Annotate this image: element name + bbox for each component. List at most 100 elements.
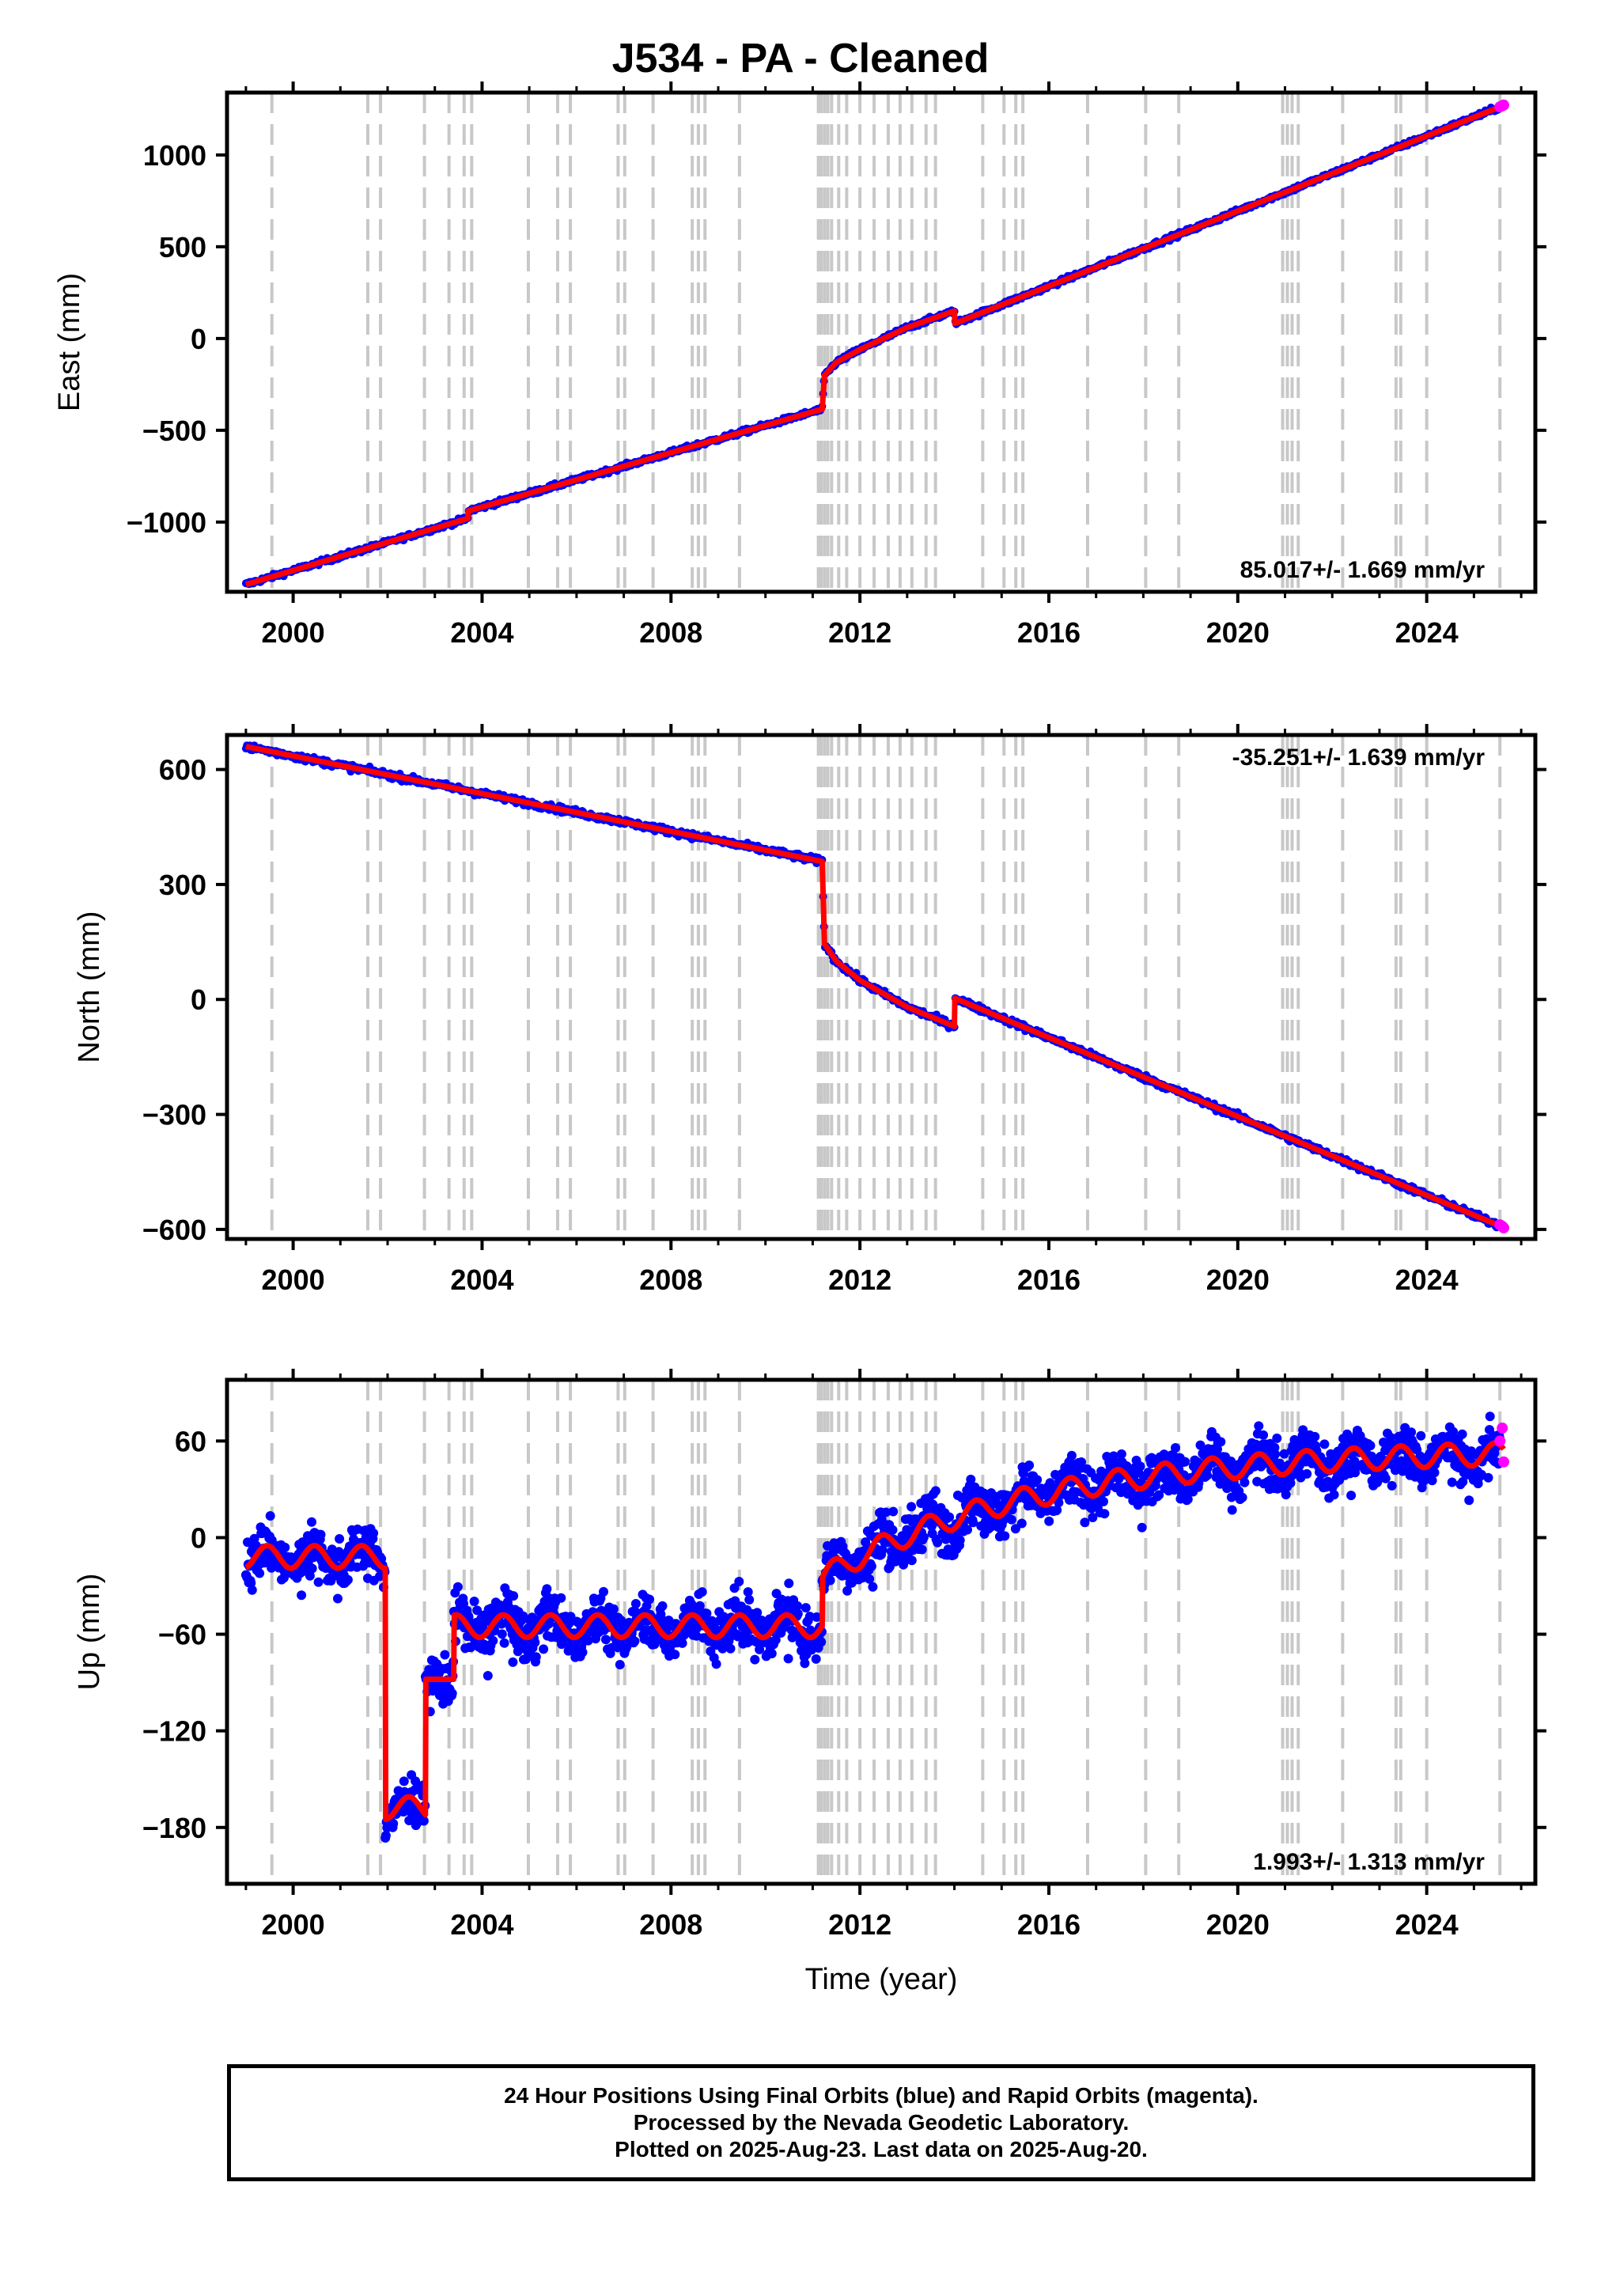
final-orbit-point [657,1601,668,1611]
final-orbit-point [1099,1496,1108,1506]
rate-label: 85.017+/- 1.669 mm/yr [1240,557,1486,583]
final-orbit-point [670,1650,680,1660]
final-orbit-point [1346,1491,1357,1501]
final-orbit-point [1000,1531,1010,1541]
final-orbit-point [1380,1473,1391,1483]
final-orbit-point [800,1658,810,1669]
final-orbit-point [307,1517,316,1527]
final-orbit-point [1024,1461,1035,1470]
final-orbit-point [866,1561,876,1571]
chart-title: J534 - PA - Cleaned [611,36,990,81]
final-orbit-point [766,1649,777,1658]
final-orbit-point [307,1563,317,1574]
final-orbit-point [825,1575,835,1586]
up-panel: 2000 2004 2008 2012 2016 2020 2024600−60−120−1… [73,1369,1546,1941]
final-orbit-point [452,1582,463,1592]
final-orbit-point [297,1590,307,1601]
y-tick-label: −600 [142,1214,206,1246]
final-orbit-point [369,1528,379,1538]
final-orbit-point [1066,1450,1077,1461]
final-orbit-point [483,1671,493,1680]
y-tick-label: −1000 [127,506,206,539]
final-orbit-point [265,1511,275,1521]
final-orbit-point [917,1544,927,1555]
y-axis-label: North (mm) [73,911,106,1063]
final-orbit-point [1032,1475,1043,1485]
final-orbit-point [630,1599,641,1608]
final-orbit-point [316,1529,326,1540]
final-orbit-point [1135,1461,1145,1472]
final-orbit-point [333,1593,343,1604]
final-orbit-point [1227,1505,1237,1515]
final-orbit-point [247,1585,257,1595]
y-axis-label: East (mm) [53,273,86,411]
final-orbit-point [811,1654,821,1664]
final-orbit-point [599,1586,608,1597]
x-tick-label: 2012 [828,616,891,649]
final-orbit-point [645,1594,655,1605]
final-orbit-point [888,1525,898,1535]
x-tick-label: 2024 [1395,616,1459,649]
final-orbit-point [725,1643,736,1654]
x-tick-label: 2004 [450,616,513,649]
final-orbit-point [335,1534,345,1544]
final-orbit-point [888,1506,899,1517]
final-orbit-point [508,1657,518,1667]
final-orbit-point [930,1486,941,1496]
final-orbit-point [906,1502,917,1512]
final-orbit-point [608,1604,619,1614]
final-orbit-point [1180,1457,1190,1467]
final-orbit-point [1237,1492,1247,1502]
y-tick-label: 300 [159,869,206,901]
final-orbit-point [1080,1517,1090,1528]
final-orbit-point [1006,1514,1016,1525]
y-tick-label: 600 [159,754,206,786]
y-tick-label: 0 [191,323,206,355]
x-tick-label: 2024 [1395,1264,1459,1296]
final-orbit-point [630,1636,640,1646]
final-orbit-point [399,1776,409,1786]
final-orbit-point [497,1629,507,1639]
final-orbit-point [1270,1449,1281,1460]
final-orbit-point [1100,1509,1110,1519]
final-orbit-point [677,1638,687,1648]
x-tick-label: 2020 [1206,1264,1270,1296]
final-orbit-point [1258,1430,1269,1440]
y-tick-label: −500 [142,415,206,447]
final-orbit-point [1254,1421,1264,1431]
final-orbit-point [1016,1518,1027,1529]
final-orbit-point [750,1654,760,1665]
final-orbit-point [255,1568,265,1578]
x-tick-label: 2020 [1206,616,1270,649]
final-orbit-point [556,1593,566,1603]
x-tick-label: 2000 [262,616,325,649]
final-orbit-point [944,1512,955,1522]
final-orbit-point [280,1542,290,1552]
final-orbit-point [1310,1431,1320,1442]
final-orbit-point [744,1595,755,1605]
x-tick-label: 2016 [1017,616,1081,649]
final-orbit-point [447,1688,457,1699]
final-orbit-point [488,1635,498,1646]
final-orbit-point [577,1647,588,1658]
final-orbit-point [1272,1433,1282,1443]
final-orbit-point [933,1537,943,1548]
final-orbit-point [499,1638,509,1648]
final-orbit-point [530,1637,540,1647]
final-orbit-point [906,1555,917,1566]
final-orbit-point [1240,1477,1250,1487]
final-orbit-point [1216,1437,1226,1447]
x-tick-label: 2000 [262,1264,325,1296]
rapid-orbit-point [1497,1222,1509,1233]
final-orbit-point [469,1597,479,1606]
final-orbit-point [784,1578,794,1589]
final-orbit-point [343,1574,353,1585]
east-panel: 2000 2004 2008 2012 2016 2020 202410005000−500… [53,81,1546,649]
rapid-orbit-point [1497,99,1509,111]
x-tick-label: 2012 [828,1264,891,1296]
final-orbit-point [1171,1443,1180,1453]
final-orbit-point [918,1533,929,1542]
final-orbit-point [711,1659,721,1669]
final-orbit-point [600,1635,611,1645]
final-orbit-point [800,1603,811,1613]
